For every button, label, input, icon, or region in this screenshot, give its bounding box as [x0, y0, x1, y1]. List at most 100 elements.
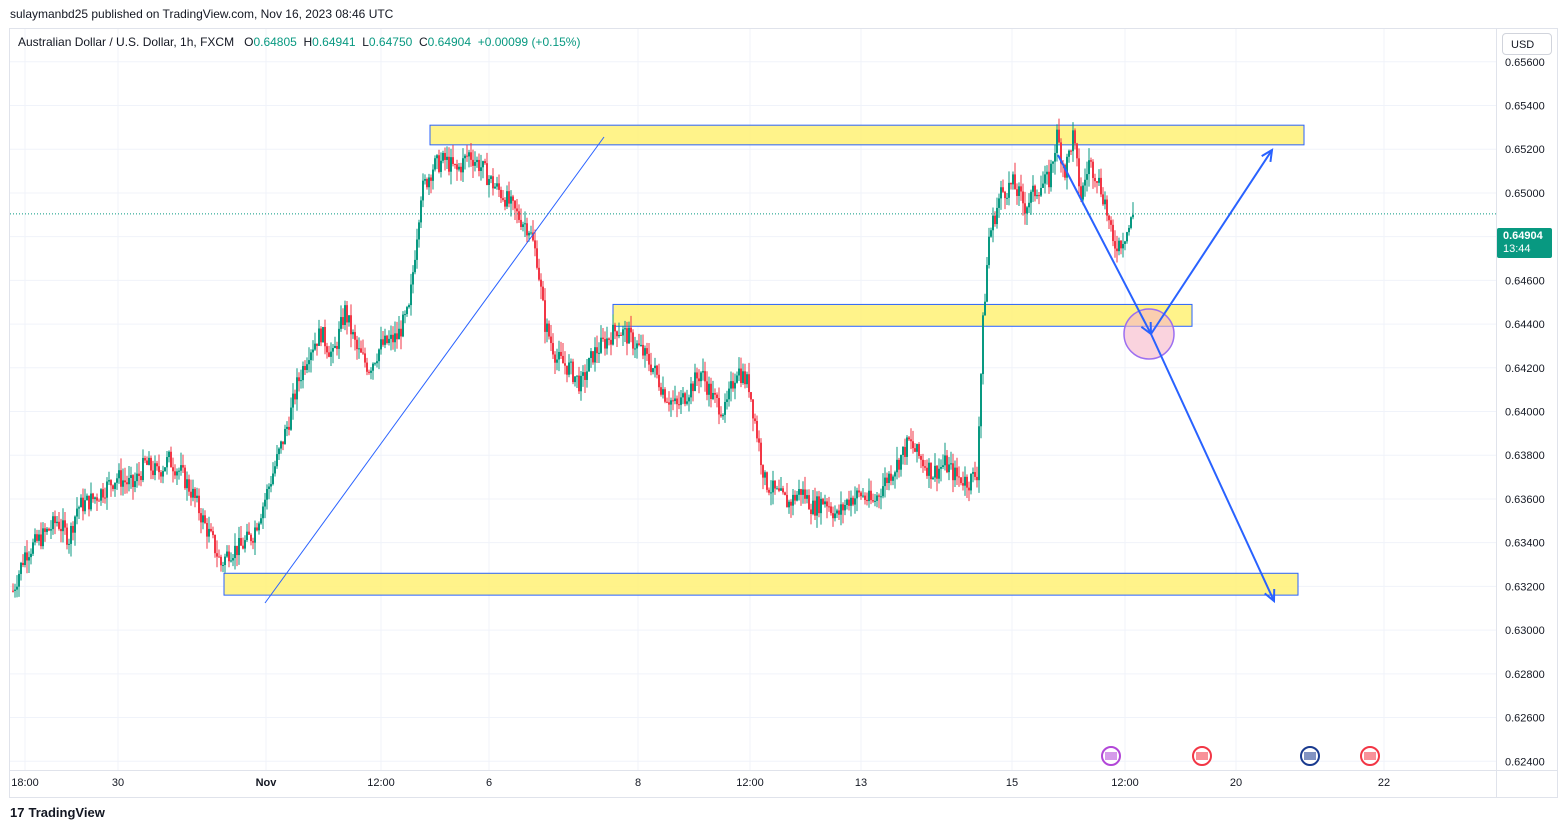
candle-body	[168, 451, 170, 458]
candle-body	[30, 553, 32, 558]
candle-body	[448, 156, 450, 172]
candle-body	[292, 393, 294, 408]
candle-body	[128, 478, 130, 485]
candle-body	[1080, 186, 1082, 200]
candle-body	[90, 493, 92, 510]
candle-body	[310, 352, 312, 361]
candle-body	[694, 372, 696, 392]
candle-body	[430, 177, 432, 181]
candle-body	[1092, 161, 1094, 178]
candle-body	[978, 426, 980, 481]
candle-body	[922, 459, 924, 467]
lightning-event-icon-stripe	[1105, 752, 1117, 760]
x-tick-label: 12:00	[736, 777, 764, 789]
candle-body	[620, 334, 622, 336]
candle-body	[1030, 191, 1032, 203]
candle-body	[244, 540, 246, 549]
candle-body	[926, 467, 928, 476]
candle-body	[146, 460, 148, 465]
candle-body	[80, 497, 82, 508]
candle-body	[1000, 187, 1002, 199]
candle-body	[118, 470, 120, 479]
candle-body	[782, 488, 784, 493]
candle-body	[652, 368, 654, 373]
candle-body	[1132, 214, 1134, 218]
candle-body	[48, 528, 50, 531]
candle-body	[250, 534, 252, 542]
candle-body	[846, 499, 848, 505]
candle-body	[1084, 179, 1086, 186]
candle-body	[354, 332, 356, 340]
candle-body	[792, 494, 794, 506]
candle-body	[916, 444, 918, 452]
candle-body	[350, 315, 352, 335]
candle-body	[888, 473, 890, 484]
candle-body	[568, 362, 570, 375]
candle-body	[814, 500, 816, 516]
candle-body	[218, 556, 220, 558]
candle-body	[546, 323, 548, 332]
candle-body	[144, 457, 146, 461]
candle-body	[1086, 174, 1088, 180]
candle-body	[762, 465, 764, 478]
candle-body	[562, 355, 564, 364]
candle-body	[712, 392, 714, 400]
candle-body	[622, 329, 624, 336]
candle-body	[394, 333, 396, 343]
candle-body	[962, 483, 964, 486]
candle-body	[386, 335, 388, 344]
legend-low-label: L	[362, 35, 369, 49]
candle-body	[828, 506, 830, 508]
legend-symbol: Australian Dollar / U.S. Dollar, 1h, FXC…	[18, 35, 235, 49]
candle-body	[266, 489, 268, 500]
candle-body	[1054, 152, 1056, 162]
candle-body	[170, 451, 172, 468]
candle-body	[852, 497, 854, 505]
candle-body	[920, 456, 922, 460]
support-resistance-zone	[612, 303, 1193, 327]
candle-body	[34, 534, 36, 543]
currency-button[interactable]: USD	[1502, 33, 1552, 55]
candle-body	[286, 426, 288, 429]
candle-body	[834, 513, 836, 519]
candle-body	[876, 495, 878, 501]
candle-body	[234, 545, 236, 559]
candle-body	[466, 155, 468, 157]
candle-body	[112, 485, 114, 489]
candle-body	[240, 538, 242, 546]
candle-body	[66, 527, 68, 545]
candle-body	[866, 499, 868, 502]
candle-body	[452, 157, 454, 164]
candle-body	[930, 462, 932, 480]
footer-brand[interactable]: 17 TradingView	[10, 805, 105, 820]
candle-body	[1104, 199, 1106, 205]
candle-body	[472, 159, 474, 166]
candle-body	[556, 359, 558, 363]
candle-body	[70, 525, 72, 544]
candle-body	[82, 497, 84, 512]
bar-countdown: 13:44	[1503, 243, 1531, 255]
candle-body	[726, 399, 728, 402]
candle-body	[476, 159, 478, 163]
candle-body	[1028, 202, 1030, 208]
candle-body	[344, 305, 346, 326]
candle-body	[1008, 182, 1010, 198]
candle-body	[654, 365, 656, 369]
candle-body	[252, 541, 254, 543]
candle-body	[908, 437, 910, 440]
candle-body	[628, 327, 630, 344]
candle-body	[396, 333, 398, 340]
candle-body	[862, 495, 864, 497]
candle-body	[616, 331, 618, 337]
candle-body	[192, 488, 194, 498]
chart-frame[interactable]	[9, 28, 1558, 798]
candle-body	[198, 495, 200, 514]
candle-body	[1038, 195, 1040, 197]
candle-body	[624, 328, 626, 330]
candle-body	[766, 472, 768, 490]
event-icons	[1101, 746, 1380, 766]
y-tick-label: 0.63800	[1505, 450, 1545, 462]
candle-body	[1094, 177, 1096, 182]
candle-body	[1090, 160, 1092, 162]
